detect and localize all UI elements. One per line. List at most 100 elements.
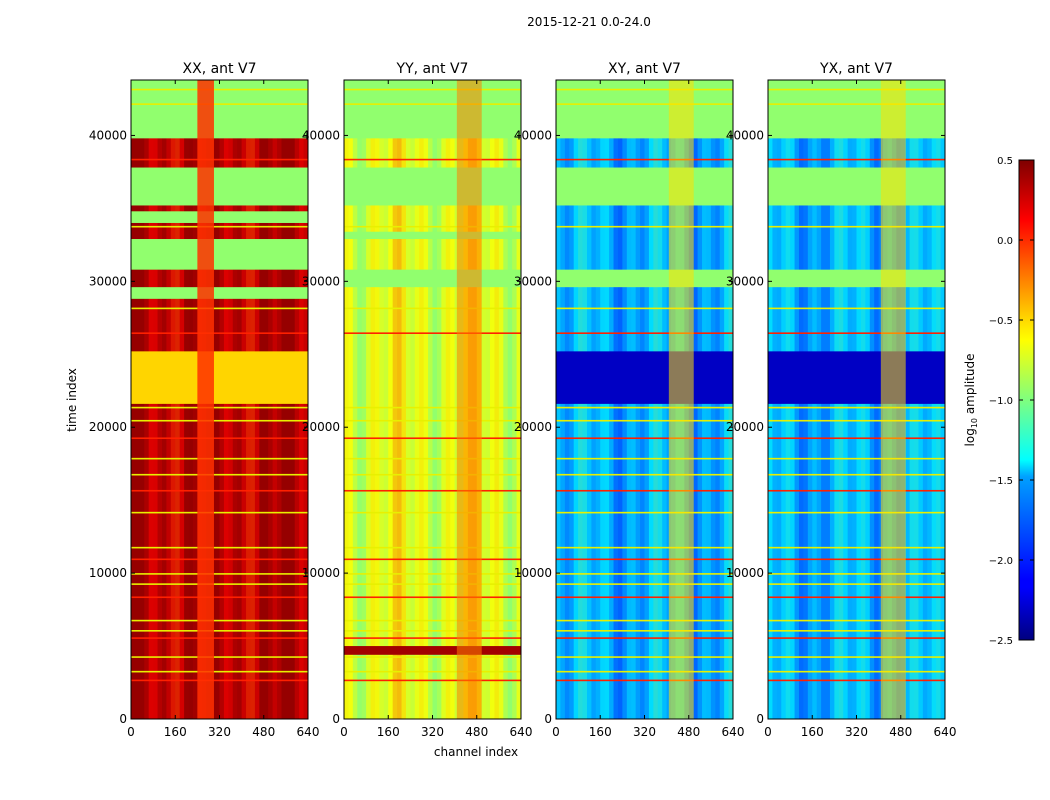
channel-stripe: [512, 80, 518, 719]
flag-line: [556, 158, 733, 161]
rfi-column: [197, 80, 214, 719]
flag-line: [131, 489, 308, 492]
x-tick-label: 160: [164, 725, 187, 739]
flag-line: [131, 88, 308, 91]
flag-line: [344, 158, 521, 161]
flag-line: [556, 558, 733, 561]
x-tick-label: 640: [934, 725, 957, 739]
flag-line: [768, 630, 945, 632]
channel-stripe: [419, 80, 425, 719]
x-tick-label: 0: [552, 725, 560, 739]
channel-stripe: [494, 80, 500, 719]
flag-line: [556, 406, 733, 409]
flag-line: [556, 583, 733, 585]
y-tick-label: 20000: [302, 420, 340, 434]
time-band: [556, 167, 733, 206]
channel-stripe: [428, 80, 433, 719]
y-tick-label: 20000: [726, 420, 764, 434]
channel-stripe: [370, 80, 376, 719]
flag-line: [131, 637, 308, 639]
time-band: [556, 351, 733, 404]
x-tick-label: 320: [845, 725, 868, 739]
time-band: [768, 167, 945, 206]
time-band: [131, 211, 308, 223]
flag-line: [556, 88, 733, 91]
y-tick-label: 20000: [89, 420, 127, 434]
flag-line: [556, 573, 733, 575]
channel-stripe: [405, 80, 411, 719]
flag-line: [131, 457, 308, 460]
flag-line: [344, 332, 521, 334]
y-tick-label: 0: [119, 712, 127, 726]
y-axis-label: time index: [65, 368, 79, 432]
flag-line: [344, 637, 521, 639]
flag-line: [131, 307, 308, 310]
panel-4: YX, ant V7 0 160 320 480 640 0 10000 20000 30000 4…: [726, 61, 957, 739]
channel-stripe: [344, 80, 349, 719]
flag-line: [768, 596, 945, 599]
flag-line: [131, 419, 308, 422]
flag-lines: [768, 88, 945, 682]
flag-line: [344, 437, 521, 440]
y-tick-label: 30000: [89, 274, 127, 288]
time-band: [131, 351, 308, 404]
x-tick-label: 160: [589, 725, 612, 739]
channel-stripe: [379, 80, 385, 719]
panels: XX, ant V7 0 160 320 480 640 0 10000 20000 30000 4…: [89, 61, 957, 739]
colorbar-gradient: [1019, 160, 1034, 640]
flag-line: [556, 473, 733, 476]
time-band: [344, 269, 521, 288]
flag-line: [131, 511, 308, 514]
channel-stripe: [414, 80, 420, 719]
flag-line: [344, 457, 521, 460]
panel-title: XX, ant V7: [183, 61, 257, 77]
x-tick-label: 0: [127, 725, 135, 739]
flag-line: [556, 307, 733, 310]
flag-line: [131, 656, 308, 658]
y-tick-label: 40000: [514, 128, 552, 142]
panel-title: YY, ant V7: [396, 61, 469, 77]
flag-line: [768, 332, 945, 334]
flag-line: [344, 670, 521, 673]
channel-stripe: [423, 80, 429, 719]
colorbar-tick-label: −2.0: [989, 556, 1013, 567]
flag-line: [131, 679, 308, 682]
x-tick-label: 0: [764, 725, 772, 739]
flag-line: [131, 583, 308, 585]
flag-line: [768, 583, 945, 585]
time-band: [768, 351, 945, 404]
flag-line: [131, 630, 308, 632]
flag-line: [768, 546, 945, 549]
flag-line: [344, 473, 521, 476]
flag-line: [556, 457, 733, 460]
channel-stripe: [361, 80, 367, 719]
flag-line: [556, 656, 733, 658]
flag-line: [344, 511, 521, 514]
flag-line: [556, 546, 733, 549]
flag-line: [768, 419, 945, 422]
flag-line: [344, 619, 521, 622]
channel-stripe: [357, 80, 363, 719]
x-tick-label: 640: [722, 725, 745, 739]
flag-line: [344, 656, 521, 658]
flag-line: [768, 656, 945, 658]
flag-line: [556, 619, 733, 622]
colorbar-tick-label: −1.0: [989, 396, 1013, 407]
flag-line: [344, 546, 521, 549]
flag-line: [768, 670, 945, 673]
channel-stripe: [436, 80, 442, 719]
flag-line: [556, 437, 733, 440]
flag-line: [131, 437, 308, 440]
flag-line: [344, 225, 521, 228]
flag-line: [768, 679, 945, 682]
x-tick-label: 320: [421, 725, 444, 739]
flag-line: [768, 489, 945, 492]
channel-stripe: [348, 80, 354, 719]
y-tick-label: 30000: [514, 274, 552, 288]
channel-stripe: [374, 80, 380, 719]
channel-stripe: [498, 80, 504, 719]
channel-stripe: [383, 80, 389, 719]
y-tick-label: 30000: [726, 274, 764, 288]
x-tick-label: 640: [510, 725, 533, 739]
